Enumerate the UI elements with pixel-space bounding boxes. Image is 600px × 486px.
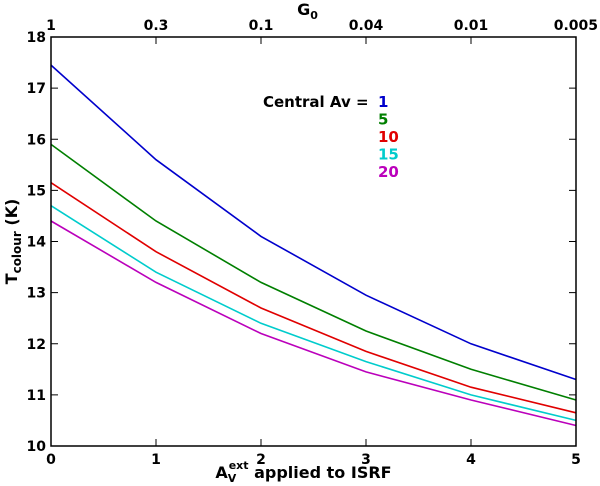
y-axis-title: Tcolour (K)	[2, 199, 24, 285]
y-tick-label: 17	[27, 81, 46, 97]
legend-title: Central Av =	[263, 93, 369, 111]
y-tick-label: 14	[27, 235, 47, 251]
top-tick-label: 0.005	[554, 18, 598, 34]
y-tick-label: 12	[27, 337, 46, 353]
x-tick-label: 3	[361, 452, 371, 468]
y-axis-title-subscript: colour	[10, 231, 24, 273]
y-tick-label: 10	[27, 439, 47, 455]
x-tick-label: 0	[46, 452, 56, 468]
x-axis-title: AVext applied to ISRF	[215, 459, 391, 485]
top-tick-label: 0.01	[454, 18, 489, 34]
plot-area	[50, 64, 577, 427]
legend-entry-av-5: 5	[378, 111, 388, 129]
y-tick-label: 13	[27, 286, 46, 302]
x-axis-title-superscript: ext	[229, 459, 249, 472]
x-tick-label: 2	[256, 452, 266, 468]
x-axis-title-base: A	[215, 463, 228, 482]
legend-entry-av-15: 15	[378, 146, 399, 164]
x-axis-title-subscript: V	[228, 472, 237, 485]
top-tick-label: 0.04	[349, 18, 384, 34]
x-tick-label: 5	[571, 452, 581, 468]
top-axis-title-subscript: 0	[310, 9, 318, 22]
y-tick-label: 18	[27, 30, 46, 46]
y-tick-label: 15	[27, 183, 46, 199]
legend-entry-av-20: 20	[378, 163, 399, 181]
top-axis-title: G0	[297, 0, 318, 22]
x-tick-label: 4	[466, 452, 476, 468]
legend-entry-av-1: 1	[378, 93, 388, 111]
y-tick-label: 11	[27, 388, 46, 404]
series-line-av-1	[50, 64, 577, 381]
series-line-av-15	[50, 205, 577, 422]
axes: 0 1 2 3 4 51 0.3 0.1 0.04 0.01 0.00510111213141516…	[27, 18, 598, 468]
y-axis-title-base: T	[2, 273, 21, 284]
series-line-av-20	[50, 220, 577, 427]
x-axis-title-rest: applied to ISRF	[249, 463, 392, 482]
series-line-av-10	[50, 182, 577, 414]
top-tick-label: 1	[46, 18, 56, 34]
series-line-av-5	[50, 143, 577, 401]
top-axis-title-base: G	[297, 0, 310, 19]
legend-entry-av-10: 10	[378, 128, 399, 146]
top-tick-label: 0.1	[249, 18, 274, 34]
x-tick-label: 1	[151, 452, 161, 468]
top-tick-label: 0.3	[144, 18, 169, 34]
y-axis-title-rest: (K)	[2, 199, 21, 232]
y-tick-label: 16	[27, 132, 46, 148]
